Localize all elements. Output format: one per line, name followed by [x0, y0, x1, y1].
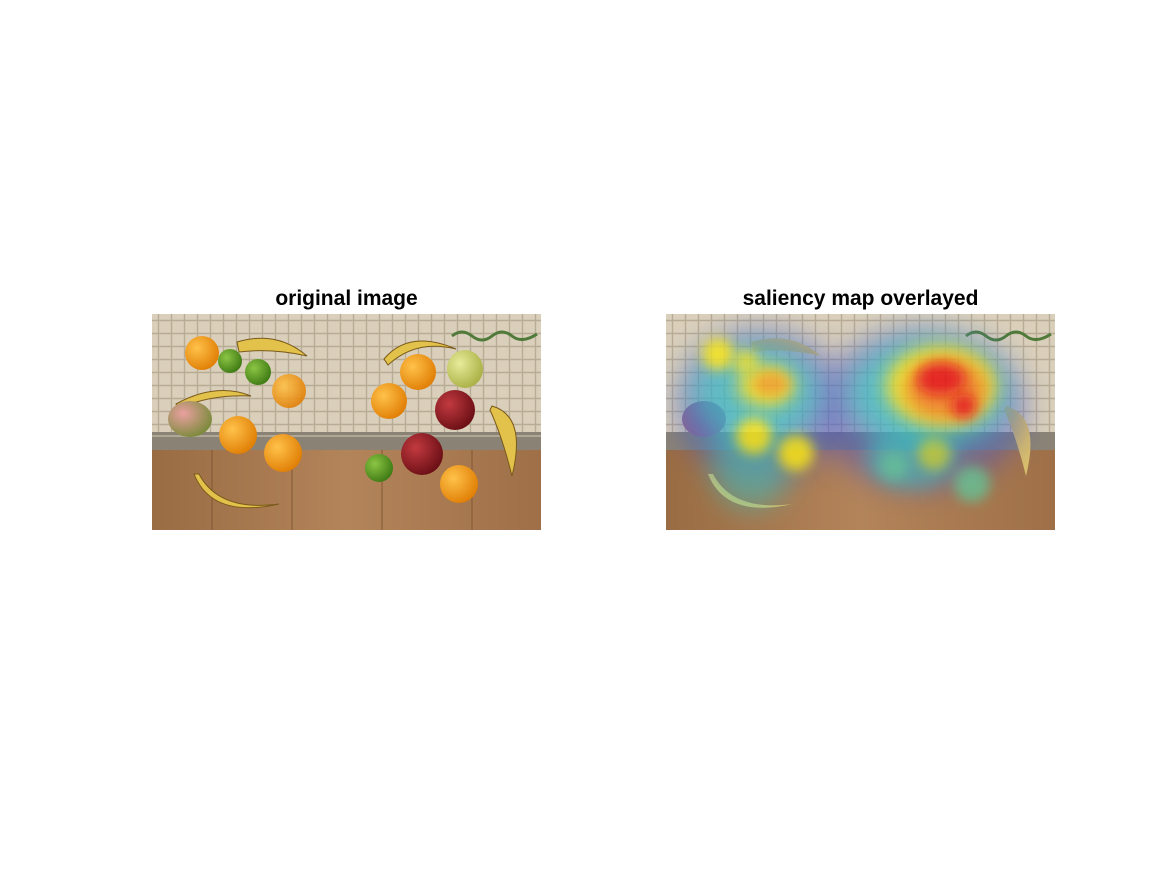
fruit-photo-with-saliency — [666, 314, 1055, 530]
panel-title-original: original image — [275, 287, 418, 310]
panel-title-saliency: saliency map overlayed — [742, 287, 979, 310]
fruit-photo — [152, 314, 541, 530]
saliency-overlay-image — [666, 314, 1055, 530]
original-image — [152, 314, 541, 530]
saliency-panel: saliency map overlayed — [666, 284, 1055, 530]
original-image-panel: original image — [152, 284, 541, 530]
